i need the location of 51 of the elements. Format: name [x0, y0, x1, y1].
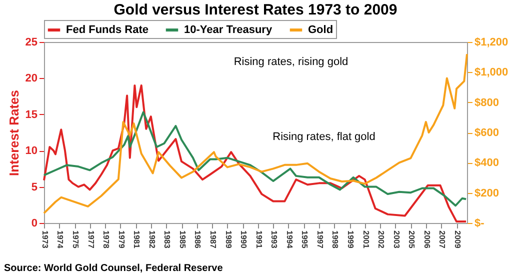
x-tick-label: 1974 — [56, 230, 65, 249]
y-tick-label: 15 — [25, 108, 38, 121]
x-tick-label: 2006 — [422, 230, 432, 249]
x-tick-label: 1999 — [346, 230, 356, 249]
x-tick-label: 1985 — [178, 230, 188, 249]
x-tick-label: 1981 — [132, 230, 142, 249]
x-tick-label: 2001 — [361, 230, 370, 249]
annotation: Rising rates, rising gold — [234, 56, 348, 68]
line-series — [43, 111, 468, 207]
x-tick-label: 1994 — [284, 230, 294, 249]
source-note: Source: World Gold Counsel, Federal Reserve — [4, 263, 224, 274]
x-tick-label: 1987 — [208, 230, 218, 249]
x-tick-label: 1990 — [239, 230, 248, 249]
y-tick-label: 20 — [25, 72, 38, 85]
x-tick-label: 1991 — [254, 230, 264, 249]
x-tick-label: 1993 — [270, 230, 279, 249]
annotation: Rising rates, flat gold — [272, 131, 376, 143]
x-tick-label: 1983 — [162, 230, 172, 249]
y-axis-title: Interest Rates — [6, 90, 22, 176]
x-tick-label: 1998 — [330, 230, 340, 249]
x-tick-label: 2005 — [407, 230, 416, 249]
chart-title: Gold versus Interest Rates 1973 to 2009 — [114, 2, 398, 18]
y-tick-label: 0 — [31, 218, 38, 230]
x-tick-label: 1995 — [300, 230, 310, 249]
x-tick-label: 1978 — [102, 230, 111, 249]
y2-tick-label: $800 — [474, 96, 499, 109]
x-tick-label: 1986 — [193, 230, 202, 249]
y2-tick-label: $1,000 — [474, 66, 508, 79]
x-tick-label: 1977 — [86, 230, 96, 249]
x-tick-label: 1997 — [316, 230, 325, 249]
x-tick-label: 2003 — [392, 230, 401, 249]
y2-tick-label: $- — [474, 218, 485, 230]
y-tick-label: 5 — [31, 181, 38, 194]
line-series — [43, 53, 468, 214]
x-tick-label: 2002 — [376, 230, 386, 249]
x-tick-label: 1982 — [147, 230, 156, 249]
x-tick-label: 2007 — [438, 230, 447, 249]
legend-label: Fed Funds Rate — [66, 24, 149, 36]
x-tick-label: 2009 — [453, 230, 462, 249]
x-tick-label: 1973 — [40, 230, 50, 249]
x-tick-label: 1989 — [224, 230, 233, 249]
legend-label: Gold — [308, 24, 334, 36]
y2-tick-label: $400 — [474, 157, 499, 170]
y2-tick-label: $1,200 — [474, 36, 508, 48]
x-tick-label: 1975 — [71, 230, 80, 249]
y-tick-label: 25 — [25, 36, 38, 48]
x-tick-label: 1979 — [116, 230, 126, 249]
y2-tick-label: $600 — [474, 127, 499, 139]
y2-tick-label: $200 — [474, 187, 499, 200]
legend-label: 10-Year Treasury — [184, 24, 273, 36]
y-tick-label: 10 — [25, 145, 38, 158]
